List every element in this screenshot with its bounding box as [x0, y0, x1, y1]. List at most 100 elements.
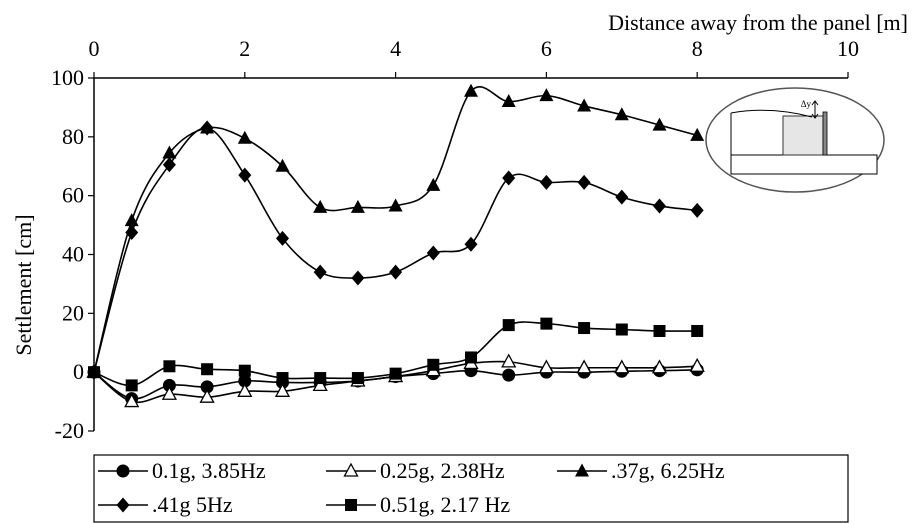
data-point	[201, 363, 214, 376]
data-point	[615, 189, 629, 205]
data-point	[238, 167, 252, 183]
data-point	[576, 359, 592, 374]
data-point	[501, 94, 516, 108]
data-point	[539, 174, 553, 190]
data-point	[200, 380, 214, 394]
data-point	[162, 378, 176, 392]
series-5	[88, 317, 704, 392]
data-point	[238, 374, 252, 388]
x-axis-title: Distance away from the panel [m]	[608, 10, 908, 35]
data-point	[276, 230, 289, 246]
legend-label: 0.51g, 2.17 Hz	[380, 492, 510, 517]
data-point	[314, 372, 327, 385]
legend-marker	[575, 463, 589, 477]
data-point	[652, 117, 667, 131]
legend-marker	[345, 499, 357, 511]
data-point	[426, 245, 440, 261]
data-point	[238, 364, 251, 377]
data-point	[351, 372, 364, 385]
y-tick-label: 40	[62, 242, 84, 267]
y-tick-label: 80	[62, 124, 84, 149]
data-point	[690, 127, 705, 141]
data-point	[274, 382, 291, 397]
data-point	[689, 357, 705, 372]
x-tick-label: 0	[89, 36, 100, 61]
data-point	[312, 377, 328, 392]
data-point	[464, 83, 478, 97]
legend-entry: .37g, 6.25Hz	[557, 458, 725, 483]
inset-panel	[822, 111, 828, 156]
data-point	[691, 324, 704, 337]
data-point	[313, 199, 328, 213]
legend-marker	[116, 464, 130, 478]
data-point	[199, 388, 215, 403]
legend-entry: .41g 5Hz	[98, 492, 233, 517]
series-4	[87, 120, 704, 380]
legend-label: 0.1g, 3.85Hz	[152, 458, 266, 483]
x-tick-label: 4	[390, 36, 401, 61]
y-axis-title: Settlement [cm]	[11, 214, 36, 355]
x-tick-label: 10	[837, 36, 859, 61]
data-point	[614, 359, 630, 374]
data-point	[540, 317, 553, 330]
y-axis-ticks: -20 0 20 40 60 80 100	[51, 65, 94, 443]
legend-label: 0.25g, 2.38Hz	[380, 458, 505, 483]
data-point	[577, 98, 592, 112]
model-inset: Δy	[705, 87, 885, 193]
data-point	[502, 319, 515, 332]
series-3	[87, 83, 705, 378]
data-point	[578, 322, 591, 335]
legend-marker	[116, 497, 130, 513]
x-tick-label: 2	[239, 36, 250, 61]
data-point	[237, 382, 253, 397]
data-point	[615, 323, 628, 336]
data-point	[88, 366, 100, 379]
x-axis-ticks: 0 2 4 6 8 10	[89, 36, 859, 78]
data-point	[653, 324, 666, 337]
y-tick-label: -20	[55, 418, 84, 443]
legend-entry: 0.25g, 2.38Hz	[326, 458, 505, 483]
series-2	[86, 353, 705, 408]
data-point	[427, 358, 440, 371]
y-tick-label: 20	[62, 300, 84, 325]
legend-label: .41g 5Hz	[152, 492, 233, 517]
data-point	[502, 368, 516, 382]
data-point	[237, 130, 252, 144]
y-tick-label: 0	[73, 359, 84, 384]
legend-box	[93, 454, 849, 523]
inset-dy-arrowhead-down	[811, 113, 819, 119]
series-layer	[86, 83, 705, 408]
data-point	[539, 88, 554, 102]
data-point	[538, 359, 554, 374]
y-tick-label: 60	[62, 183, 84, 208]
data-point	[464, 236, 478, 252]
legend-entry: 0.51g, 2.17 Hz	[326, 492, 510, 517]
data-point	[200, 120, 214, 136]
data-point	[501, 353, 517, 368]
data-point	[389, 264, 403, 280]
data-point	[389, 367, 402, 380]
inset-soil-box	[782, 115, 824, 156]
legend-label: .37g, 6.25Hz	[611, 458, 725, 483]
data-point	[162, 157, 176, 173]
data-point	[465, 351, 477, 364]
data-point	[690, 202, 704, 218]
legend-marker	[343, 462, 359, 477]
inset-dy-arrowhead-up	[811, 100, 819, 106]
x-tick-label: 8	[692, 36, 703, 61]
data-point	[124, 393, 140, 408]
series-line	[93, 127, 698, 373]
data-point	[651, 359, 668, 374]
data-point	[275, 158, 290, 172]
y-tick-label: 100	[51, 65, 84, 90]
inset-dy-label: Δy	[801, 99, 812, 109]
data-point	[313, 264, 327, 280]
data-point	[276, 372, 289, 385]
data-point	[350, 199, 365, 213]
data-point	[426, 177, 441, 191]
inset-settlement-curve	[730, 109, 813, 118]
inset-base-box	[730, 154, 878, 175]
legend: 0.1g, 3.85Hz 0.25g, 2.38Hz .37g, 6.25Hz .41…	[93, 454, 849, 523]
data-point	[351, 270, 365, 286]
